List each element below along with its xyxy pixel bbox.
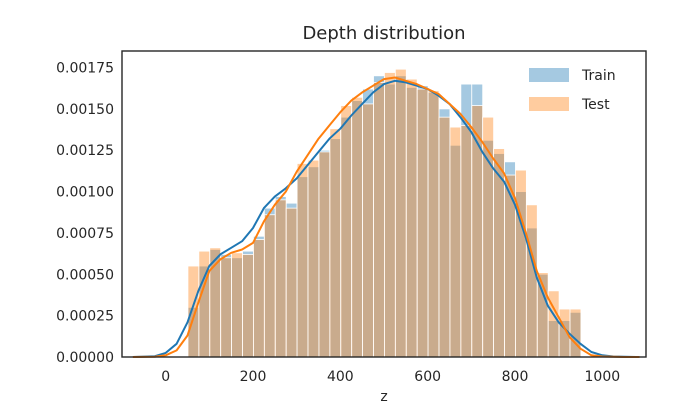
y-tick-label: 0.00125 — [56, 143, 114, 159]
kde-line-test — [132, 76, 640, 358]
y-tick-label: 0.00025 — [56, 309, 114, 325]
bar-test-10 — [296, 163, 309, 358]
x-tick-label: 400 — [327, 369, 354, 385]
legend-label-train: Train — [581, 68, 616, 84]
bar-test-21 — [416, 88, 429, 358]
bar-test-5 — [242, 254, 254, 358]
x-axis-label: z — [380, 389, 387, 405]
y-tick-label: 0.00100 — [56, 185, 114, 201]
histogram-bars — [187, 68, 582, 358]
y-axis-ticks: 0.00000 0.00025 0.00050 0.00075 0.00100 0.001… — [56, 61, 114, 366]
bar-test-22 — [427, 90, 440, 358]
bar-test-11 — [307, 159, 320, 358]
bar-test-9 — [285, 207, 298, 358]
chart-title: Depth distribution — [302, 23, 465, 44]
bar-test-3 — [220, 257, 233, 358]
x-tick-label: 1000 — [585, 369, 621, 385]
bar-test-25 — [460, 125, 473, 358]
bar-test-30 — [515, 169, 527, 358]
x-tick-label: 600 — [414, 369, 441, 385]
legend-swatch-train — [529, 68, 569, 82]
legend[interactable]: Train Test — [529, 68, 616, 113]
bar-test-27 — [482, 116, 495, 358]
bar-test-6 — [253, 239, 265, 358]
bar-test-14 — [340, 105, 353, 358]
bar-test-19 — [394, 68, 407, 358]
legend-swatch-test — [529, 97, 569, 111]
x-tick-label: 800 — [502, 369, 529, 385]
bar-test-8 — [274, 199, 287, 358]
bar-test-0 — [187, 265, 200, 358]
plot-frame — [121, 50, 647, 358]
bar-test-23 — [438, 116, 451, 358]
bar-test-16 — [362, 103, 374, 358]
kde-line-train — [132, 79, 640, 358]
bar-test-20 — [405, 78, 418, 358]
bar-test-12 — [318, 151, 331, 358]
bar-test-13 — [329, 128, 342, 358]
y-tick-label: 0.00175 — [56, 61, 114, 77]
bar-test-17 — [373, 82, 385, 358]
legend-label-test: Test — [581, 97, 610, 113]
kde-curves — [132, 76, 640, 358]
y-tick-label: 0.00050 — [56, 267, 114, 283]
x-tick-label: 200 — [240, 369, 267, 385]
bar-test-18 — [384, 72, 396, 358]
x-tick-label: 0 — [161, 369, 170, 385]
y-tick-label: 0.00150 — [56, 102, 114, 118]
y-tick-label: 0.00075 — [56, 226, 114, 242]
y-tick-label: 0.00000 — [56, 350, 114, 366]
bar-test-31 — [525, 204, 538, 358]
bar-test-24 — [449, 126, 462, 358]
x-axis-ticks: 0 200 400 600 800 1000 — [161, 369, 620, 385]
bar-test-4 — [231, 252, 243, 358]
bar-test-15 — [351, 96, 364, 358]
bar-test-35 — [569, 308, 582, 358]
bar-test-7 — [263, 214, 276, 358]
